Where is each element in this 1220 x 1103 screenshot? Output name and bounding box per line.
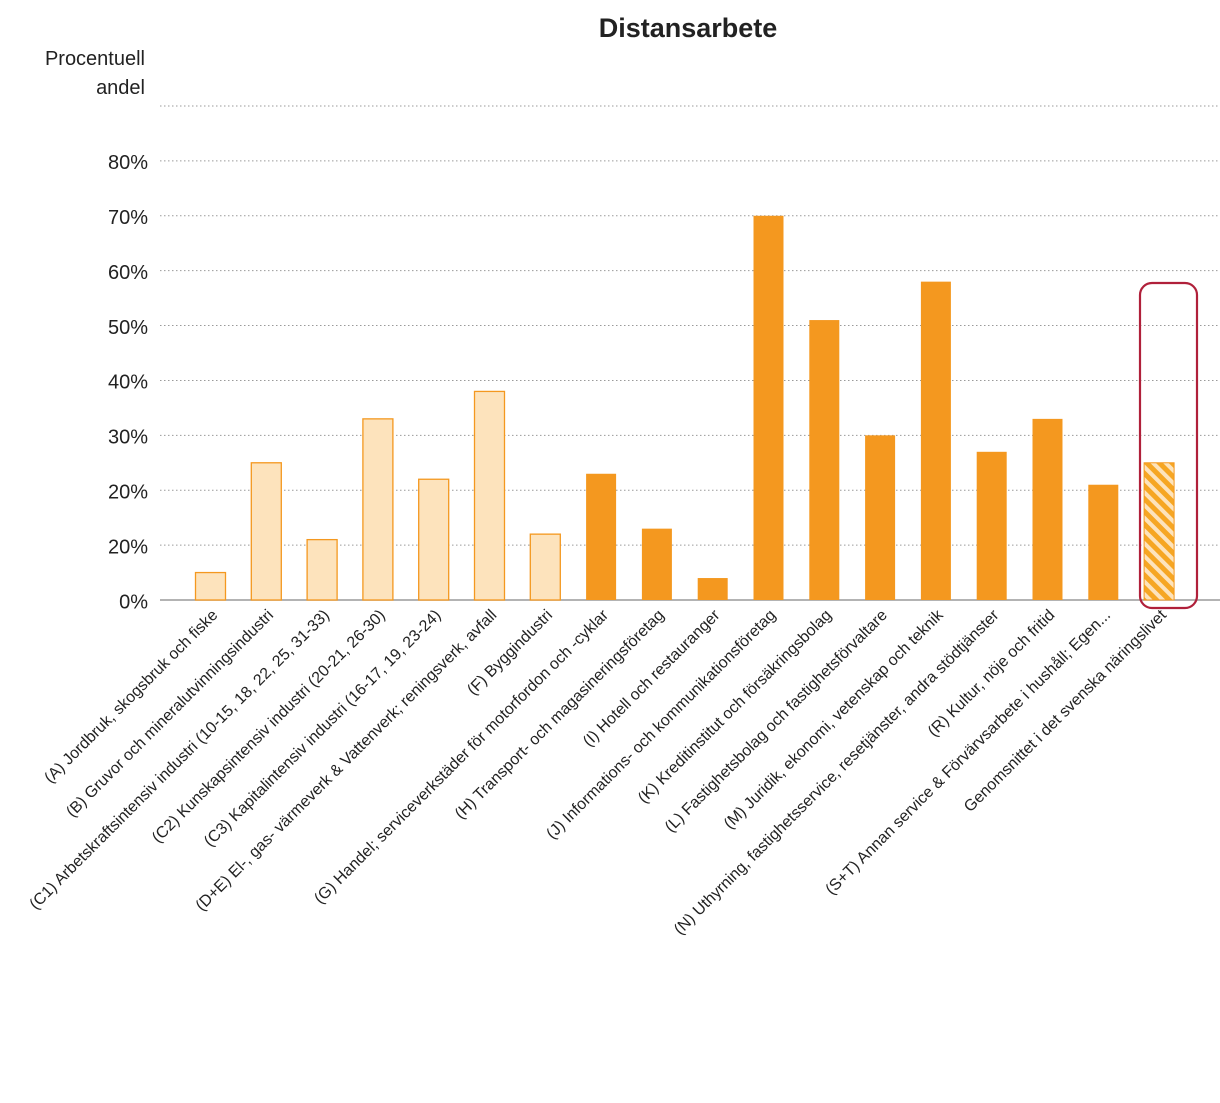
bar [418, 478, 450, 601]
bars [194, 215, 1175, 601]
bar [865, 435, 896, 600]
average-highlight-box [1138, 281, 1199, 610]
chart-title: Distansarbete [599, 13, 778, 43]
bar [920, 281, 951, 600]
bar [194, 571, 227, 601]
bar [641, 528, 672, 600]
x-tick-label: (H) Transport- och magasineringsföretag [452, 607, 668, 823]
bar [306, 538, 338, 601]
bar [753, 215, 784, 600]
bar [586, 473, 617, 600]
bar [976, 451, 1007, 600]
y-axis-label-line-2: andel [96, 77, 145, 99]
x-tick-label: (B) Gruvor och mineralutvinningsindustri [63, 607, 277, 821]
y-tick-label: 70% [108, 207, 148, 229]
y-tick-label: 0% [119, 591, 148, 613]
bar [529, 533, 561, 601]
bar [1088, 484, 1119, 600]
bar [809, 320, 840, 600]
y-tick-label: 50% [108, 317, 148, 339]
bar [1032, 418, 1063, 600]
bar [362, 418, 394, 601]
x-tick-label: Genomsnittet i det svenska näringslivet [961, 606, 1170, 815]
bar [250, 462, 282, 601]
bar [473, 390, 506, 601]
x-tick-labels: (A) Jordbruk, skogsbruk och fiske(B) Gru… [27, 606, 1171, 938]
y-tick-label: 20% [108, 536, 148, 558]
y-tick-labels: 0% 20% 20% 30% 40% 50% 60% 70% 80% [108, 152, 148, 613]
bar [697, 578, 728, 600]
y-tick-label: 80% [108, 152, 148, 174]
y-tick-label: 30% [108, 427, 148, 449]
x-tick-label: (K) Kreditinstitut och försäkringsbolag [635, 607, 835, 807]
bar [1143, 462, 1175, 601]
y-tick-label: 20% [108, 482, 148, 504]
y-tick-label: 40% [108, 372, 148, 394]
y-tick-label: 60% [108, 262, 148, 284]
y-axis-label-line-1: Procentuell [45, 48, 145, 70]
